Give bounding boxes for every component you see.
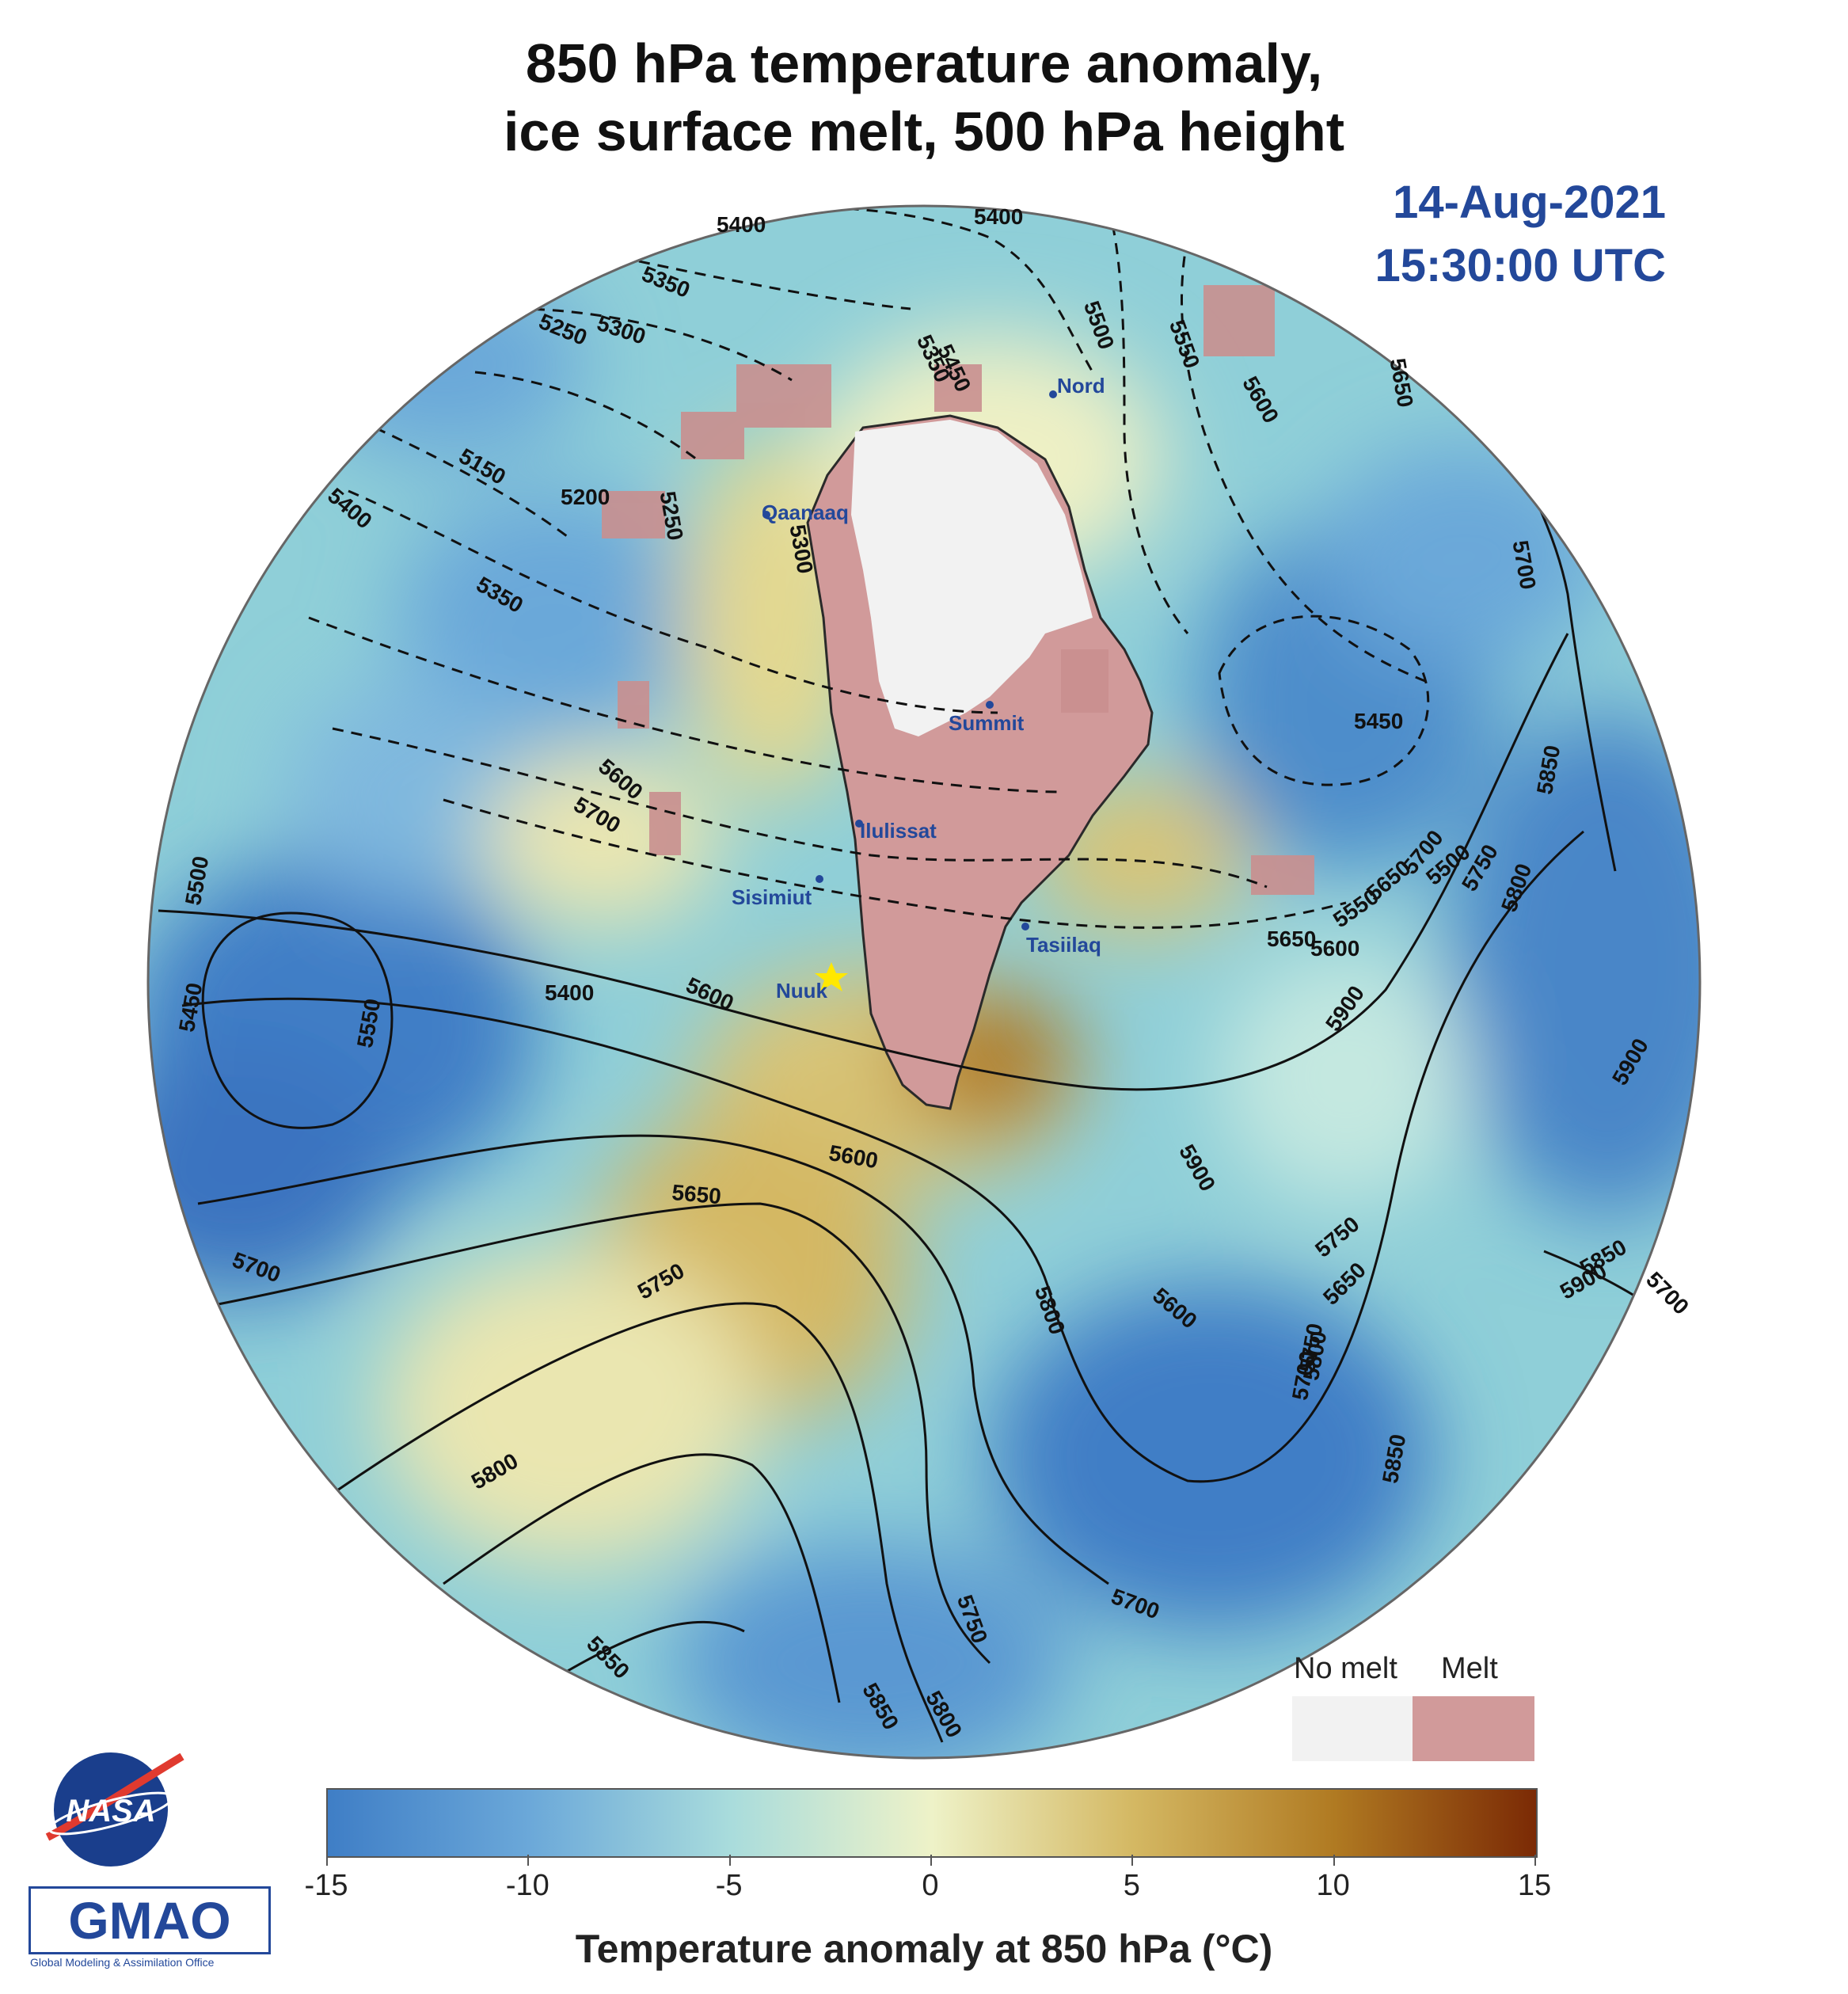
contour-label: 5400	[545, 980, 595, 1005]
station-markers	[762, 390, 1057, 930]
no-melt-label: No melt	[1294, 1652, 1397, 1685]
contour-label: 5650	[671, 1180, 723, 1209]
nasa-logo-icon: NASA	[45, 1752, 184, 1867]
station-summit: Summit	[949, 711, 1025, 735]
date-label: 14-Aug-2021	[1393, 177, 1666, 228]
colorbar-tick-label: -15	[304, 1869, 348, 1902]
contour-label: 5200	[561, 485, 610, 509]
time-label: 15:30:00 UTC	[1375, 240, 1666, 291]
gmao-subtitle: Global Modeling & Assimilation Office	[30, 1956, 215, 1969]
station-tasiilaq: Tasiilaq	[1026, 933, 1101, 957]
colorbar-tick-mark	[527, 1855, 530, 1866]
contour-label: 5400	[717, 212, 766, 237]
melt-label: Melt	[1441, 1652, 1498, 1685]
colorbar-tick-mark	[326, 1855, 328, 1866]
colorbar-tick-mark	[1131, 1855, 1134, 1866]
melt-swatch	[1413, 1696, 1534, 1761]
colorbar	[326, 1788, 1538, 1858]
contour-label: 5400	[974, 204, 1024, 229]
contour-label: 5450	[1354, 709, 1404, 733]
map-title-line1: 850 hPa temperature anomaly,	[525, 32, 1323, 94]
colorbar-title: Temperature anomaly at 850 hPa (°C)	[575, 1927, 1273, 1971]
nuuk-star-icon	[815, 962, 848, 991]
colorbar-tick-mark	[1534, 1855, 1536, 1866]
contour-label: 5650	[1267, 927, 1317, 951]
nasa-logo-text: NASA	[66, 1794, 155, 1828]
contour-label: 5600	[1310, 936, 1360, 961]
colorbar-tick-label: 10	[1316, 1869, 1350, 1902]
dashed-contours	[308, 206, 1430, 929]
no-melt-swatch	[1292, 1696, 1413, 1761]
greenland-ice-sheet	[806, 414, 1154, 1110]
colorbar-tick-label: 15	[1517, 1869, 1552, 1902]
map-title-line2: ice surface melt, 500 hPa height	[503, 101, 1345, 162]
gmao-logo: GMAO	[29, 1886, 271, 1954]
colorbar-tick-label: -5	[715, 1869, 743, 1902]
colorbar-tick-mark	[930, 1855, 932, 1866]
coastal-melt-patches	[602, 285, 1314, 895]
station-sisimiut: Sisimiut	[732, 885, 812, 909]
station-nuuk: Nuuk	[776, 979, 827, 1003]
station-nord: Nord	[1057, 374, 1105, 398]
colorbar-tick-mark	[728, 1855, 731, 1866]
colorbar-tick-label: 5	[1123, 1869, 1140, 1902]
colorbar-tick-mark	[1333, 1855, 1335, 1866]
station-ilulissat: Ilulissat	[860, 819, 937, 843]
temperature-anomaly-field	[148, 206, 1700, 1758]
colorbar-tick-label: 0	[922, 1869, 939, 1902]
station-qaanaaq: Qaanaaq	[762, 500, 849, 524]
colorbar-tick-label: -10	[505, 1869, 549, 1902]
